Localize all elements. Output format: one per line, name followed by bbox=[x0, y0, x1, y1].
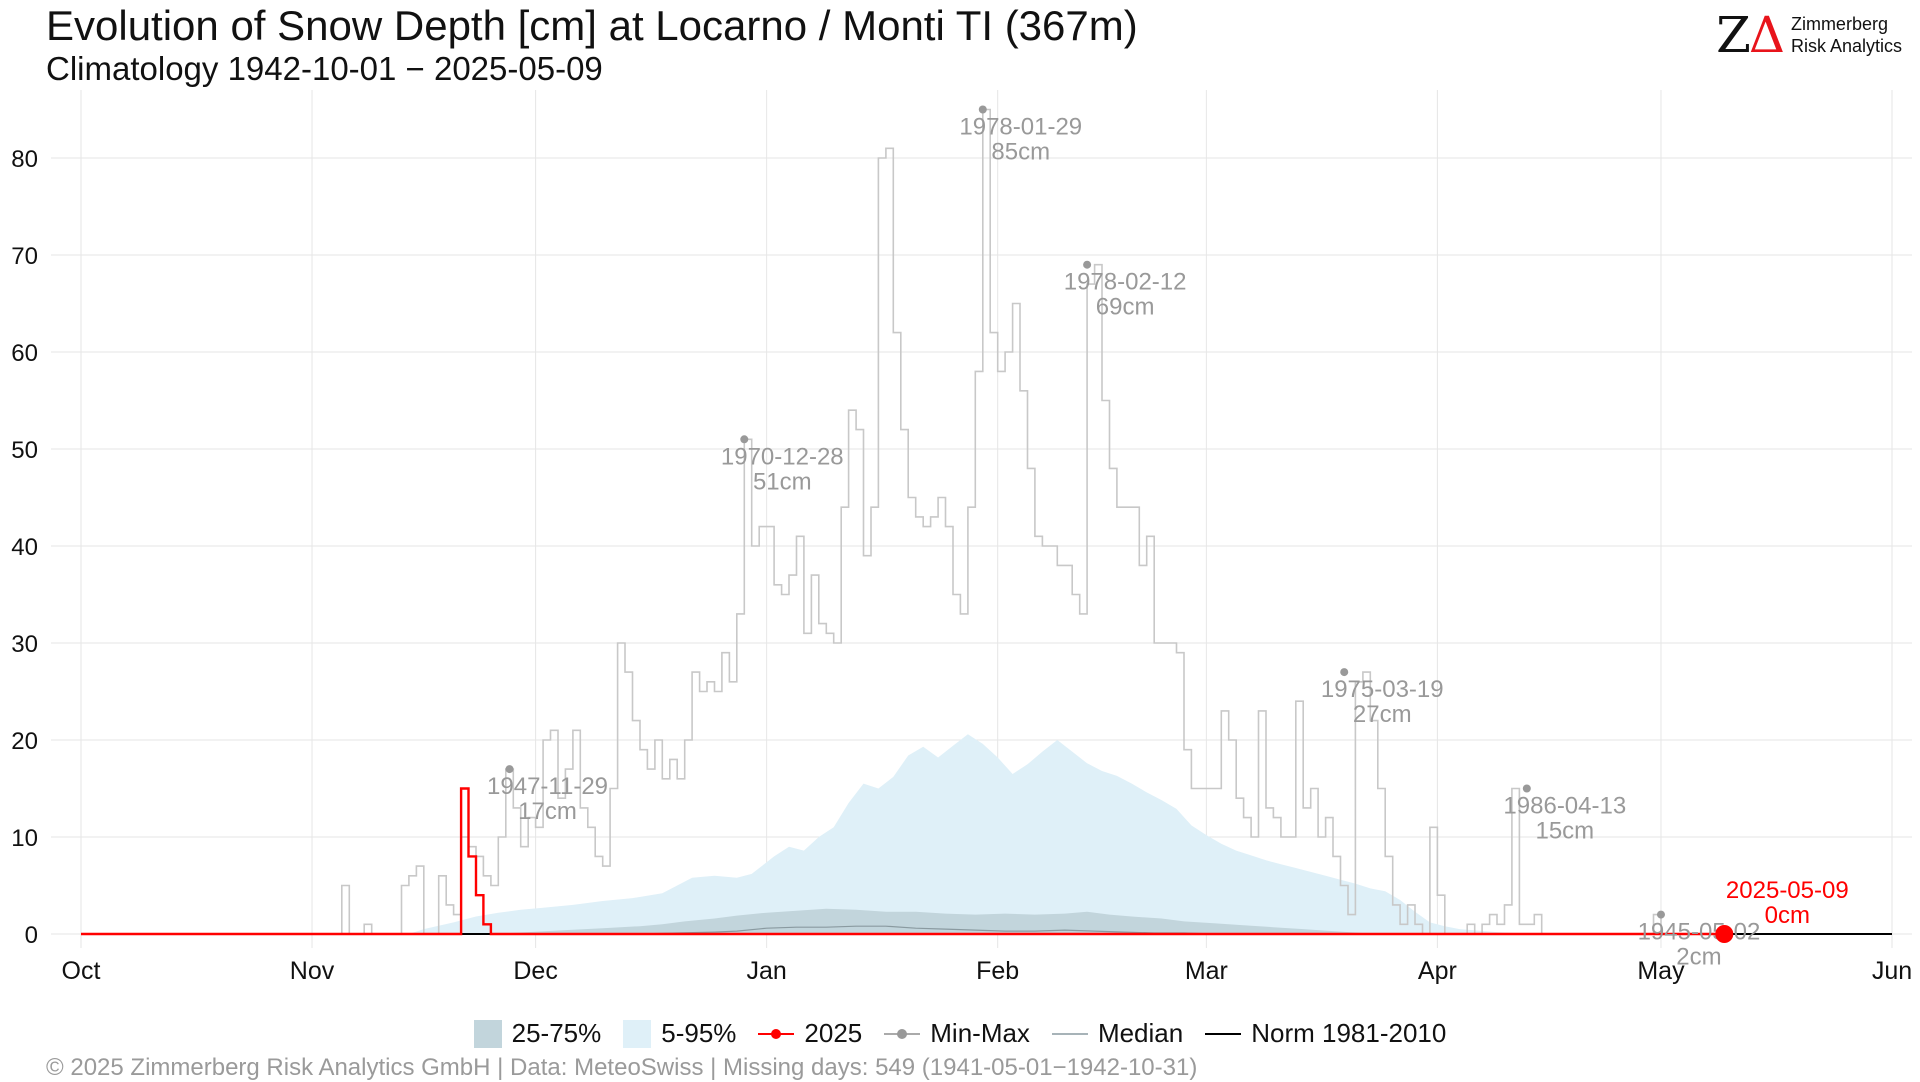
legend-item-current: 2025 bbox=[758, 1018, 862, 1049]
extreme-marker bbox=[1340, 668, 1349, 677]
extreme-amount-label: 51cm bbox=[753, 468, 812, 495]
legend-swatch-norm bbox=[1205, 1032, 1242, 1035]
legend-swatch-current bbox=[758, 1028, 795, 1039]
y-tick-label: 70 bbox=[11, 243, 38, 270]
legend-item-iqr: 25-75% bbox=[473, 1018, 602, 1049]
legend-label-median: Median bbox=[1097, 1018, 1184, 1048]
x-tick-label: Apr bbox=[1418, 957, 1457, 985]
y-tick-label: 50 bbox=[11, 437, 38, 464]
chart-subtitle: Climatology 1942-10-01 − 2025-05-09 bbox=[46, 50, 603, 87]
y-tick-label: 80 bbox=[11, 146, 38, 173]
y-tick-label: 20 bbox=[11, 728, 38, 755]
footer-credit: © 2025 Zimmerberg Risk Analytics GmbH | … bbox=[46, 1054, 1198, 1081]
median-line bbox=[81, 925, 1892, 935]
max-line bbox=[81, 108, 1892, 935]
legend-swatch-iqr bbox=[473, 1019, 502, 1048]
extreme-marker bbox=[978, 105, 987, 114]
legend-item-minmax: Min-Max bbox=[884, 1018, 1030, 1049]
p5-95-band bbox=[81, 734, 1892, 934]
legend-item-median: Median bbox=[1051, 1018, 1184, 1049]
logo-delta-glyph: Δ bbox=[1748, 6, 1785, 64]
logo-text: Zimmerberg Risk Analytics bbox=[1791, 13, 1902, 57]
iqr-band bbox=[81, 908, 1892, 934]
extreme-date-label: 1970-12-28 bbox=[721, 443, 844, 470]
logo-mark: ZΔ bbox=[1716, 10, 1785, 60]
grid-layer bbox=[51, 90, 1912, 948]
logo-line-1: Zimmerberg bbox=[1790, 14, 1888, 34]
extreme-marker bbox=[1083, 260, 1092, 269]
line-layer bbox=[81, 108, 1892, 936]
legend: 25-75% 5-95% 2025 Min-Max Median Norm 19… bbox=[0, 1018, 1920, 1049]
current-season-line bbox=[81, 787, 1725, 936]
extreme-marker bbox=[505, 765, 514, 774]
extreme-date-label: 1975-03-19 bbox=[1321, 676, 1444, 703]
legend-item-p5-95: 5-95% bbox=[623, 1018, 736, 1049]
legend-label-iqr: 25-75% bbox=[511, 1018, 602, 1048]
chart-title: Evolution of Snow Depth [cm] at Locarno … bbox=[46, 2, 1138, 49]
x-tick-label: Nov bbox=[290, 957, 335, 985]
x-tick-label: Dec bbox=[513, 957, 557, 985]
company-logo: ZΔ Zimmerberg Risk Analytics bbox=[1716, 10, 1902, 60]
x-tick-label: May bbox=[1637, 957, 1685, 985]
legend-label-minmax: Min-Max bbox=[930, 1018, 1030, 1048]
extreme-marker bbox=[1522, 784, 1531, 793]
extreme-date-label: 1986-04-13 bbox=[1503, 793, 1626, 820]
extreme-amount-label: 15cm bbox=[1535, 818, 1594, 845]
axis-layer: 0 10 20 30 40 50 60 70 80 Oct Nov Dec Jan Feb Mar Apr Ma… bbox=[11, 146, 1912, 985]
logo-z-glyph: Z bbox=[1716, 6, 1751, 64]
current-end-date-label: 2025-05-09 bbox=[1726, 877, 1849, 904]
current-end-marker bbox=[1715, 925, 1734, 943]
logo-line-2: Risk Analytics bbox=[1790, 36, 1902, 56]
extreme-date-label: 1947-11-29 bbox=[487, 773, 608, 800]
extreme-amount-label: 85cm bbox=[991, 139, 1050, 166]
legend-swatch-median bbox=[1051, 1032, 1088, 1035]
legend-label-norm: Norm 1981-2010 bbox=[1251, 1018, 1447, 1048]
band-layer bbox=[81, 734, 1892, 934]
extreme-date-label: 1945-05-02 bbox=[1638, 919, 1761, 946]
current-end-value-label: 0cm bbox=[1765, 902, 1810, 929]
x-tick-label: Oct bbox=[62, 957, 101, 985]
y-tick-label: 30 bbox=[11, 631, 38, 658]
extreme-amount-label: 2cm bbox=[1676, 944, 1721, 971]
y-tick-label: 10 bbox=[11, 825, 38, 852]
legend-swatch-minmax bbox=[884, 1028, 921, 1039]
x-tick-label: Mar bbox=[1185, 957, 1228, 985]
y-tick-label: 60 bbox=[11, 340, 38, 367]
x-tick-label: Jan bbox=[746, 957, 786, 985]
extreme-marker bbox=[740, 435, 749, 444]
y-tick-label: 40 bbox=[11, 534, 38, 561]
legend-label-p5-95: 5-95% bbox=[661, 1018, 737, 1048]
extreme-date-label: 1978-02-12 bbox=[1064, 269, 1187, 296]
extreme-amount-label: 69cm bbox=[1096, 294, 1155, 321]
x-tick-label: Feb bbox=[976, 957, 1019, 985]
legend-label-current: 2025 bbox=[804, 1018, 863, 1048]
x-tick-label: Jun bbox=[1872, 957, 1912, 985]
extreme-marker bbox=[1656, 910, 1665, 919]
extreme-date-label: 1978-01-29 bbox=[959, 114, 1082, 141]
y-tick-label: 0 bbox=[25, 922, 38, 949]
extreme-amount-label: 17cm bbox=[518, 798, 577, 825]
legend-item-norm: Norm 1981-2010 bbox=[1205, 1018, 1446, 1049]
legend-swatch-p5-95 bbox=[623, 1019, 652, 1048]
extreme-amount-label: 27cm bbox=[1353, 701, 1412, 728]
